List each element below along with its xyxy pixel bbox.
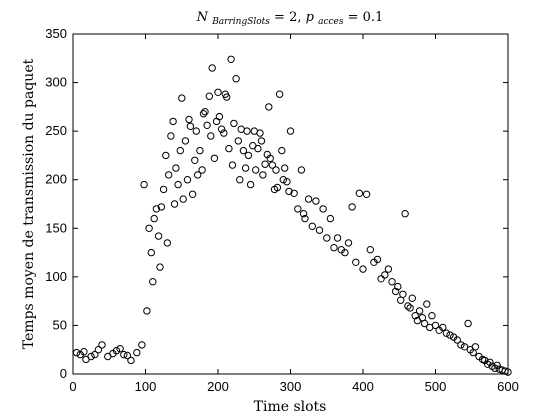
title-p-value: = 0.1 [348, 10, 384, 25]
title-n-value: = 2, [274, 10, 306, 25]
y-tick-label-7: 350 [45, 26, 67, 41]
x-tick-label-1: 100 [135, 379, 157, 394]
y-tick-label-2: 100 [45, 269, 67, 284]
title-p-subscript: acces [318, 17, 344, 27]
y-tick-label-1: 50 [53, 317, 67, 332]
x-tick-label-3: 300 [280, 379, 302, 394]
title-n-symbol: N [196, 10, 209, 25]
x-tick-label-4: 400 [352, 379, 374, 394]
y-tick-label-5: 250 [45, 123, 67, 138]
y-tick-label-3: 150 [45, 220, 67, 235]
x-tick-label-0: 0 [69, 379, 76, 394]
x-tick-label-2: 200 [207, 379, 229, 394]
y-tick-label-0: 0 [60, 366, 67, 381]
y-axis-label: Temps moyen de transmission du paquet [21, 58, 37, 349]
y-tick-label-6: 300 [45, 75, 67, 90]
y-tick-label-4: 200 [45, 172, 67, 187]
title-p-symbol: p [306, 10, 315, 25]
chart-title: N BarringSlots = 2, p acces = 0.1 [196, 10, 384, 28]
plot-area [73, 34, 508, 374]
x-tick-label-5: 500 [425, 379, 447, 394]
title-n-subscript: BarringSlots [211, 17, 270, 27]
x-tick-label-6: 600 [497, 379, 519, 394]
x-axis-label: Time slots [254, 399, 327, 415]
